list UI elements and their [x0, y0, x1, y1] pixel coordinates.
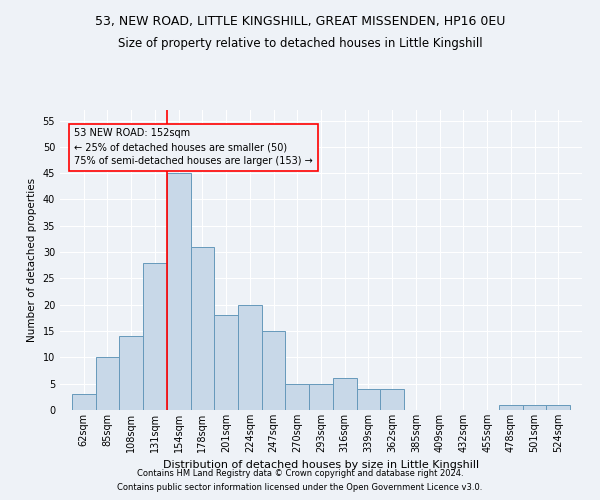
Bar — [380, 389, 404, 410]
Bar — [333, 378, 356, 410]
Bar — [95, 358, 119, 410]
Y-axis label: Number of detached properties: Number of detached properties — [27, 178, 37, 342]
Bar — [143, 262, 167, 410]
Text: 53 NEW ROAD: 152sqm
← 25% of detached houses are smaller (50)
75% of semi-detach: 53 NEW ROAD: 152sqm ← 25% of detached ho… — [74, 128, 313, 166]
Bar — [119, 336, 143, 410]
Bar — [523, 404, 547, 410]
Bar — [309, 384, 333, 410]
Text: Contains HM Land Registry data © Crown copyright and database right 2024.: Contains HM Land Registry data © Crown c… — [137, 468, 463, 477]
Bar — [286, 384, 309, 410]
Bar — [356, 389, 380, 410]
Bar — [238, 304, 262, 410]
X-axis label: Distribution of detached houses by size in Little Kingshill: Distribution of detached houses by size … — [163, 460, 479, 470]
Text: Contains public sector information licensed under the Open Government Licence v3: Contains public sector information licen… — [118, 484, 482, 492]
Bar — [167, 173, 191, 410]
Text: Size of property relative to detached houses in Little Kingshill: Size of property relative to detached ho… — [118, 38, 482, 51]
Bar — [499, 404, 523, 410]
Bar — [214, 316, 238, 410]
Bar — [547, 404, 570, 410]
Bar — [262, 331, 286, 410]
Text: 53, NEW ROAD, LITTLE KINGSHILL, GREAT MISSENDEN, HP16 0EU: 53, NEW ROAD, LITTLE KINGSHILL, GREAT MI… — [95, 15, 505, 28]
Bar — [191, 247, 214, 410]
Bar — [72, 394, 95, 410]
